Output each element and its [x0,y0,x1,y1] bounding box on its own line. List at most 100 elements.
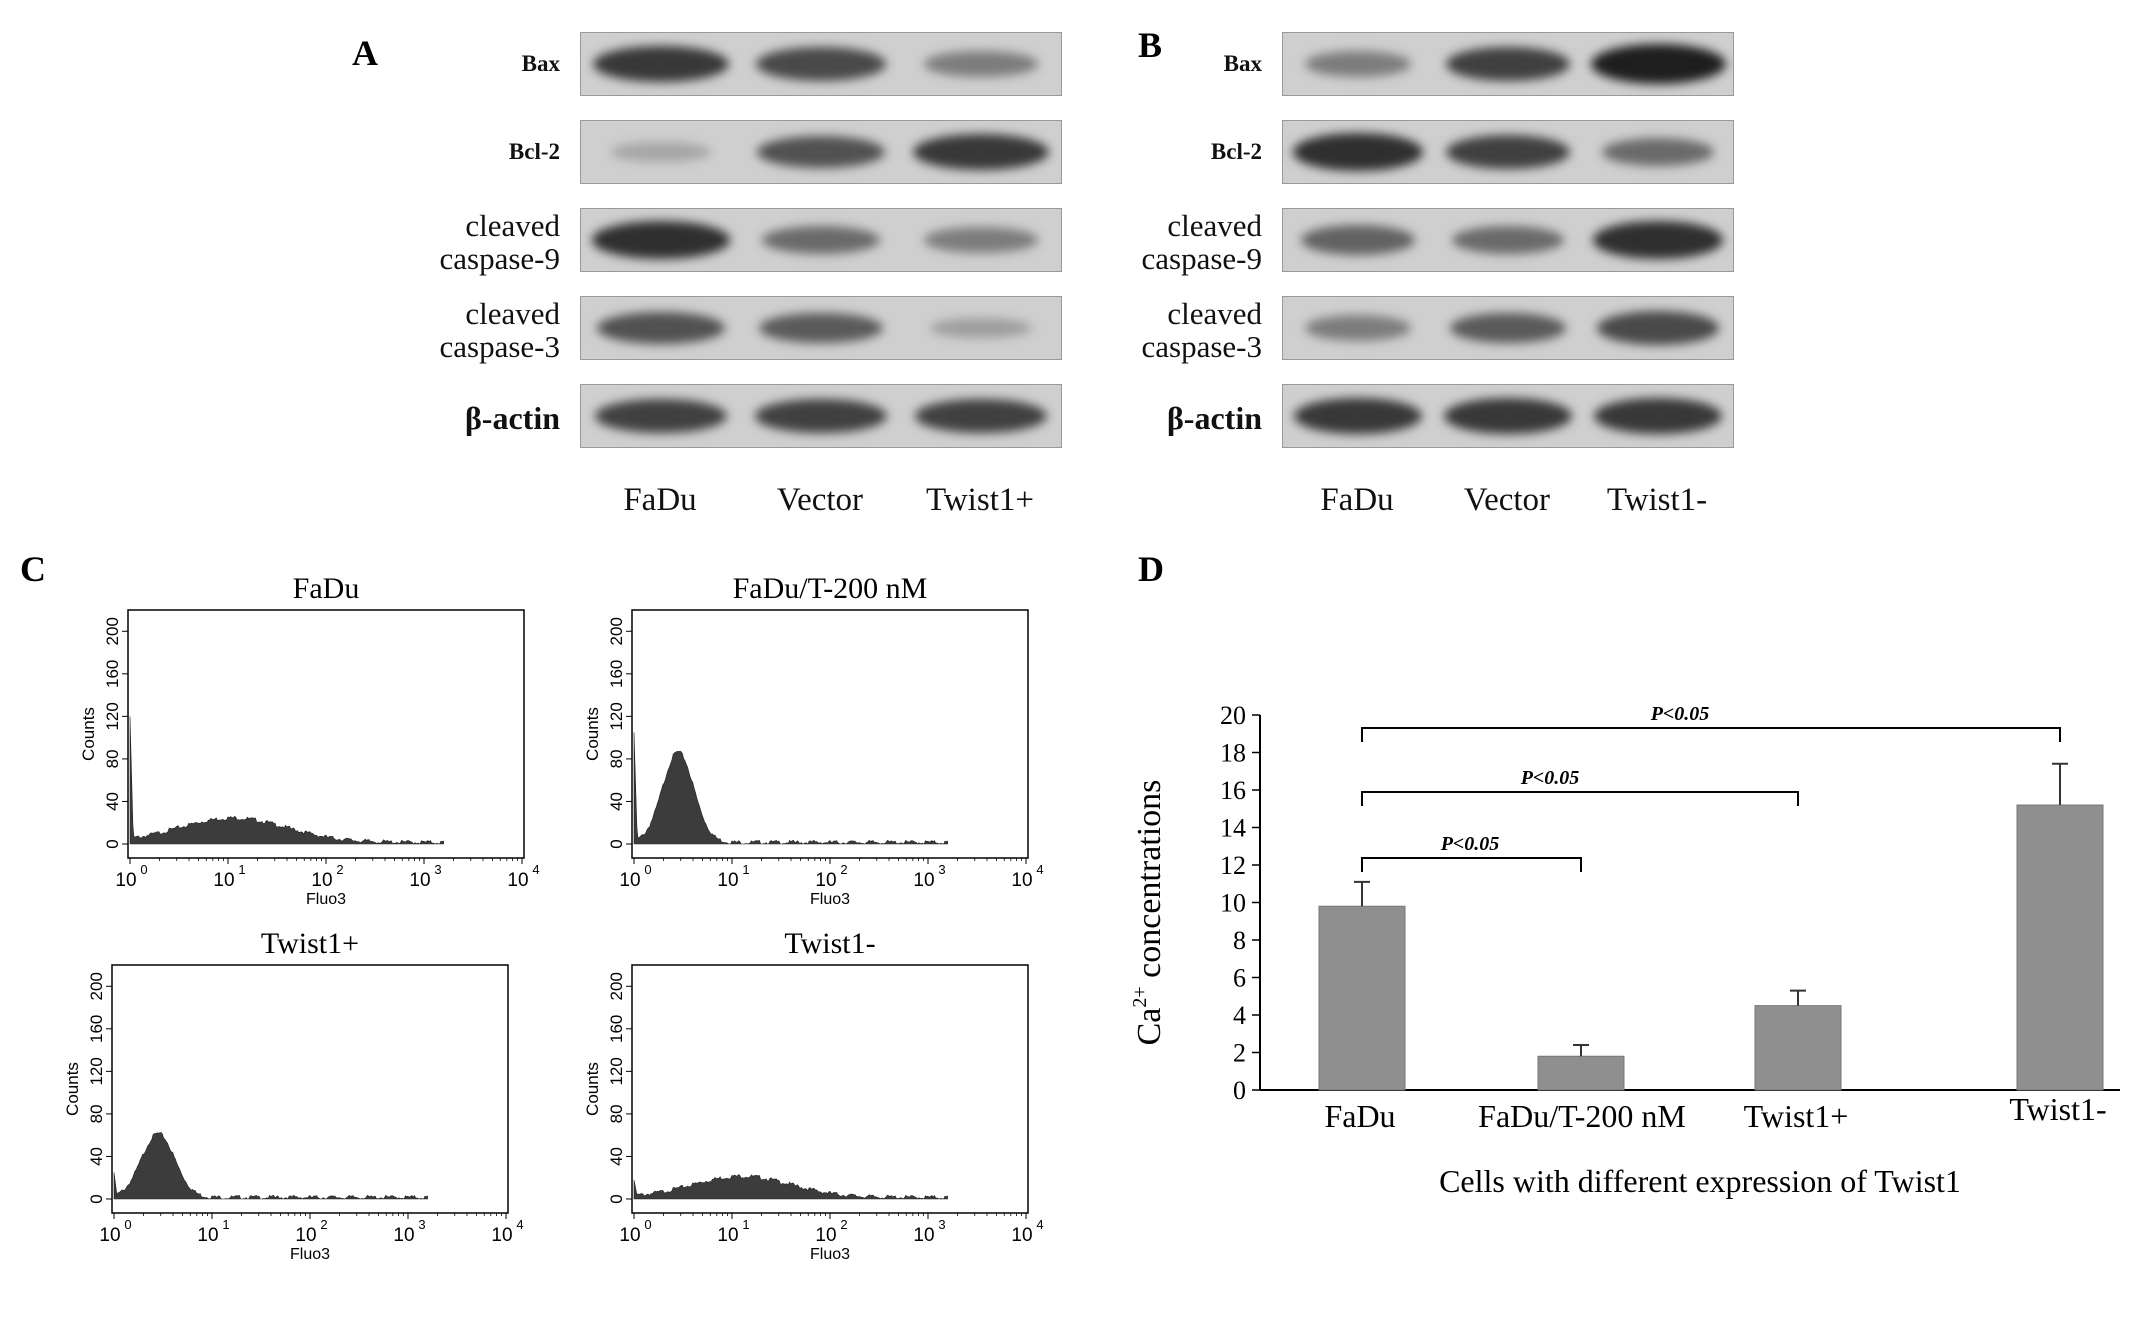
panel-d-letter: D [1138,549,1164,589]
lane-label: Twist1- [1606,482,1708,518]
y-tick-label: 80 [607,749,626,768]
y-tick-label: 0 [607,1194,626,1203]
blot-strip [580,296,1062,360]
x-tick-exponent: 3 [938,862,945,877]
significance-label: P<0.05 [1440,833,1500,855]
x-tick-label: 10 [491,1225,512,1246]
x-tick-label: 10 [619,870,640,891]
y-tick-label: 200 [87,972,106,1000]
x-tick-exponent: 4 [1036,1217,1043,1232]
significance-bracket [1361,857,1582,872]
x-tick-label: 10 [393,1225,414,1246]
blot-band [1301,225,1415,255]
x-tick-exponent: 1 [742,1217,749,1232]
x-tick-label: 10 [913,1225,934,1246]
significance-label: P<0.05 [1650,703,1710,725]
blot-strip [580,384,1062,448]
blot-band [1445,46,1571,82]
x-axis-label: Fluo3 [810,1246,850,1263]
y-tick-label: 16 [1220,776,1246,805]
y-tick-label: 20 [1220,701,1246,730]
histogram-area [633,1174,948,1200]
blot-band [1597,311,1719,345]
x-tick-label: 10 [619,1225,640,1246]
blot-band [1293,133,1423,171]
y-tick-label: 0 [1233,1076,1246,1105]
lane-label: Vector [1463,482,1551,518]
y-tick-label: 200 [607,617,626,645]
blot-strip [1282,384,1734,448]
x-tick-label: 10 [815,870,836,891]
x-tick-exponent: 0 [644,1217,651,1232]
blot-row-label-line: caspase-3 [439,328,561,364]
blot-row-label: β-actin [1166,400,1262,436]
y-tick-label: 40 [103,792,122,811]
histogram-frame [631,964,1029,1214]
blot-band [1445,134,1571,170]
y-tick-label: 0 [607,839,626,848]
blot-strip [580,32,1062,96]
x-tick-label: 10 [1011,870,1032,891]
significance-bracket [1361,791,1799,806]
histogram-title: FaDu [293,572,360,605]
x-tick-label: 10 [99,1225,120,1246]
histogram-area [633,732,948,845]
histogram-title: FaDu/T-200 nM [733,572,928,605]
blot-band [591,221,731,259]
blot-strip [580,120,1062,184]
lane-label: Twist1+ [926,482,1034,518]
x-tick-exponent: 3 [938,1217,945,1232]
y-tick-label: 2 [1233,1039,1246,1068]
blot-band [1593,221,1723,259]
y-tick-label: 120 [607,702,626,730]
blot-band [913,133,1049,171]
x-tick-exponent: 4 [516,1217,523,1232]
lane-label: Vector [776,482,864,518]
y-axis-label: Counts [583,707,602,761]
lane-label: FaDu [623,482,697,518]
blot-band [1304,315,1412,341]
blot-band [597,311,725,345]
x-axis-label: Fluo3 [810,891,850,908]
y-axis-label: Counts [583,1062,602,1116]
x-tick-label: 10 [1011,1225,1032,1246]
histogram-area [129,716,444,845]
blot-strip [1282,296,1734,360]
y-axis-label-superscript: 2+ [1129,986,1151,1007]
y-tick-label: 80 [103,749,122,768]
blot-row-label: cleaved caspase-9 [260,208,561,276]
x-tick-exponent: 2 [320,1217,327,1232]
x-tick-label: 10 [409,870,430,891]
blot-band [1294,397,1422,435]
panel-b-letter: B [1138,25,1163,65]
x-tick-label: 10 [717,870,738,891]
blot-row-label-line: caspase-9 [439,240,561,276]
blot-row-label-line: caspase-3 [1141,328,1263,364]
x-tick-label: 10 [913,870,934,891]
blot-band [1594,397,1722,435]
blot-row-label-line: cleaved [465,208,560,243]
x-axis-label: Cells with different expression of Twist… [1439,1163,1961,1199]
x-tick-label: 10 [213,870,234,891]
y-tick-label: 160 [103,660,122,688]
x-tick-exponent: 0 [644,862,651,877]
blot-row-label-line: cleaved [1167,208,1262,243]
x-category-label: Twist1- [2009,1091,2106,1127]
x-tick-exponent: 0 [124,1217,131,1232]
x-category-label: FaDu [1324,1098,1395,1134]
blot-row-label-line: caspase-9 [1141,240,1263,276]
y-tick-label: 10 [1220,889,1246,918]
bar [1537,1055,1625,1091]
x-tick-exponent: 4 [532,862,539,877]
calcium-bar-chart: 0 2 4 6 8 10 12 14 16 18 20 Ca2+ concentrations FaDu… [1129,701,2120,1199]
y-axis-label-rest: concentrations [1131,780,1168,987]
y-tick-label: 6 [1233,964,1246,993]
y-axis-label-main: Ca [1131,1008,1168,1046]
significance-label: P<0.05 [1520,767,1580,789]
y-tick-label: 200 [607,972,626,1000]
x-tick-label: 10 [815,1225,836,1246]
x-tick-exponent: 1 [222,1217,229,1232]
x-tick-exponent: 2 [840,862,847,877]
blot-band [1452,225,1564,255]
y-tick-label: 120 [607,1057,626,1085]
